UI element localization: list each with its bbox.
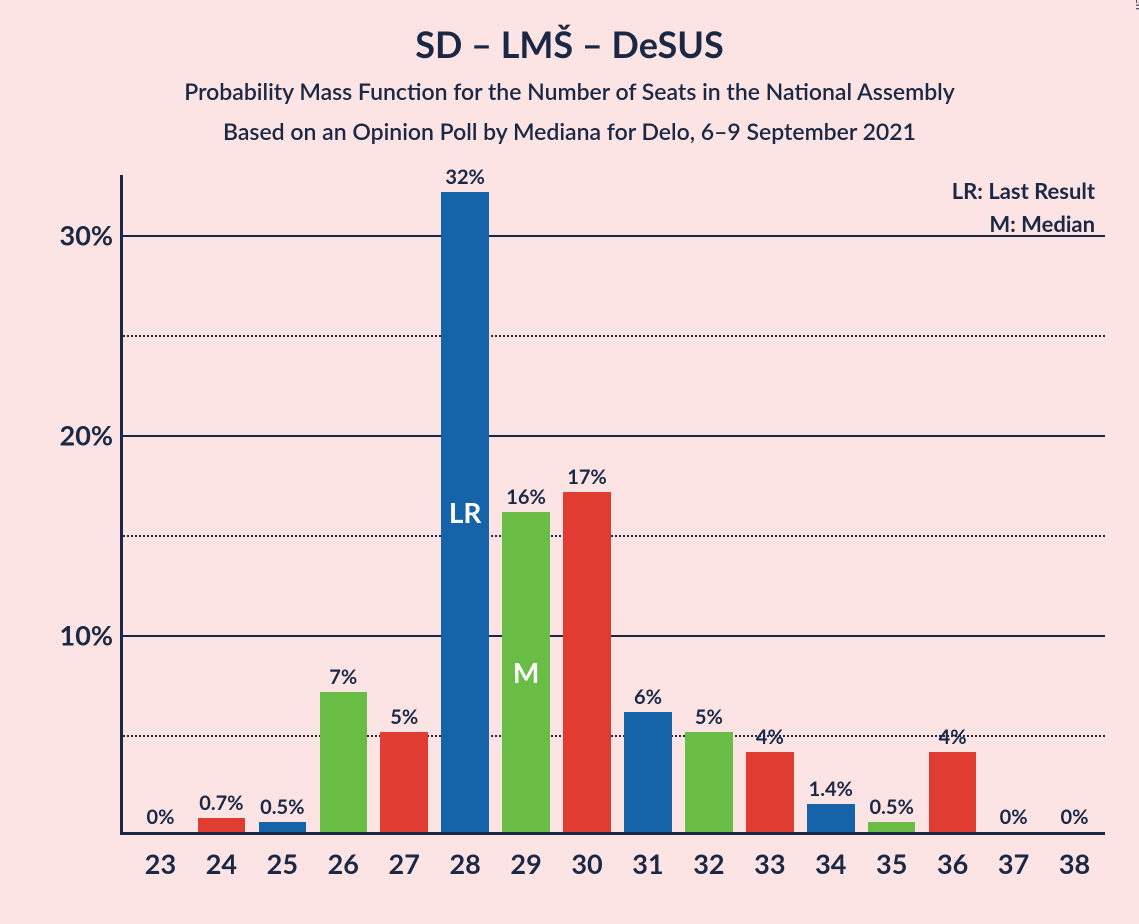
bar	[807, 804, 855, 832]
plot-area: LR: Last Result M: Median 10%20%30%0%0.7…	[120, 175, 1105, 835]
y-tick-label: 20%	[13, 419, 113, 452]
x-tick-label: 38	[1059, 847, 1090, 880]
bar-value-label: 32%	[425, 165, 505, 189]
x-tick-label: 30	[571, 847, 602, 880]
x-tick-label: 23	[145, 847, 176, 880]
x-tick-label: 35	[876, 847, 907, 880]
bar	[624, 712, 672, 832]
y-tick-label: 10%	[13, 619, 113, 652]
bar-value-label: 5%	[364, 705, 444, 729]
x-tick-label: 28	[449, 847, 480, 880]
chart-subtitle-1: Probability Mass Function for the Number…	[0, 77, 1139, 105]
x-tick-label: 33	[754, 847, 785, 880]
bar-value-label: 4%	[730, 725, 810, 749]
x-tick-label: 32	[693, 847, 724, 880]
bar	[259, 822, 307, 832]
x-tick-label: 29	[510, 847, 541, 880]
bar: LR	[441, 192, 489, 832]
x-tick-label: 26	[328, 847, 359, 880]
x-axis	[120, 832, 1105, 835]
bar-value-label: 0%	[1035, 805, 1115, 829]
bar	[380, 732, 428, 832]
gridline-minor	[123, 335, 1105, 337]
bar-value-label: 0.5%	[852, 795, 932, 819]
y-tick-label: 30%	[13, 219, 113, 252]
bar: M	[502, 512, 550, 832]
legend-m: M: Median	[952, 210, 1095, 237]
gridline-major	[123, 435, 1105, 437]
x-tick-label: 36	[937, 847, 968, 880]
bar	[868, 822, 916, 832]
bar	[563, 492, 611, 832]
x-tick-label: 24	[206, 847, 237, 880]
bar	[929, 752, 977, 832]
chart-subtitle-2: Based on an Opinion Poll by Mediana for …	[0, 117, 1139, 145]
x-tick-label: 34	[815, 847, 846, 880]
bar-inner-label: LR	[441, 495, 489, 529]
copyright-text: © 2021 Filip van Laenen	[1133, 0, 1139, 10]
x-tick-label: 37	[998, 847, 1029, 880]
bar	[320, 692, 368, 832]
chart-title: SD – LMŠ – DeSUS	[0, 22, 1139, 66]
bar-value-label: 4%	[913, 725, 993, 749]
bar-inner-label: M	[502, 655, 550, 689]
legend: LR: Last Result M: Median	[952, 177, 1095, 243]
bar-value-label: 17%	[547, 465, 627, 489]
bar	[685, 732, 733, 832]
x-tick-label: 25	[267, 847, 298, 880]
x-tick-label: 31	[632, 847, 663, 880]
gridline-minor	[123, 535, 1105, 537]
gridline-major	[123, 635, 1105, 637]
bar	[198, 818, 246, 832]
bar-value-label: 7%	[303, 665, 383, 689]
x-tick-label: 27	[389, 847, 420, 880]
chart-canvas: SD – LMŠ – DeSUS Probability Mass Functi…	[0, 0, 1139, 924]
bar	[746, 752, 794, 832]
bar-value-label: 0.5%	[242, 795, 322, 819]
gridline-major	[123, 235, 1105, 237]
legend-lr: LR: Last Result	[952, 177, 1095, 204]
